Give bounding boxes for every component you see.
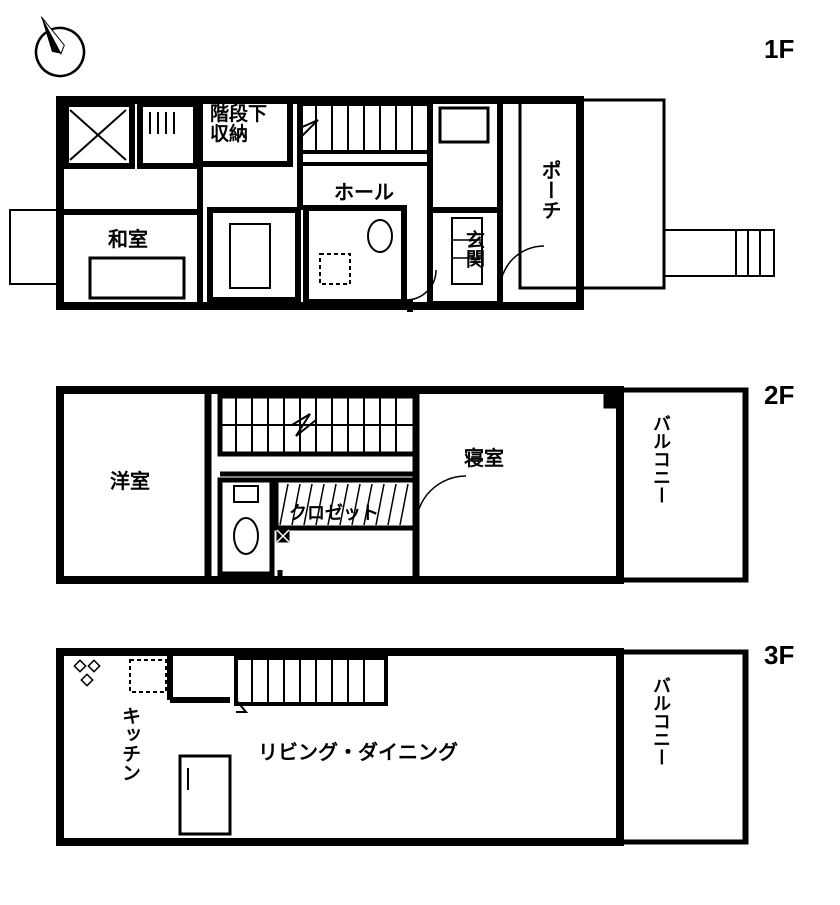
room-label-kitchen: キッチン (116, 706, 143, 782)
room-label-balcony-3f: バルコニー (648, 676, 674, 766)
room-label-living-dining: リビング・ダイニング (258, 736, 458, 765)
